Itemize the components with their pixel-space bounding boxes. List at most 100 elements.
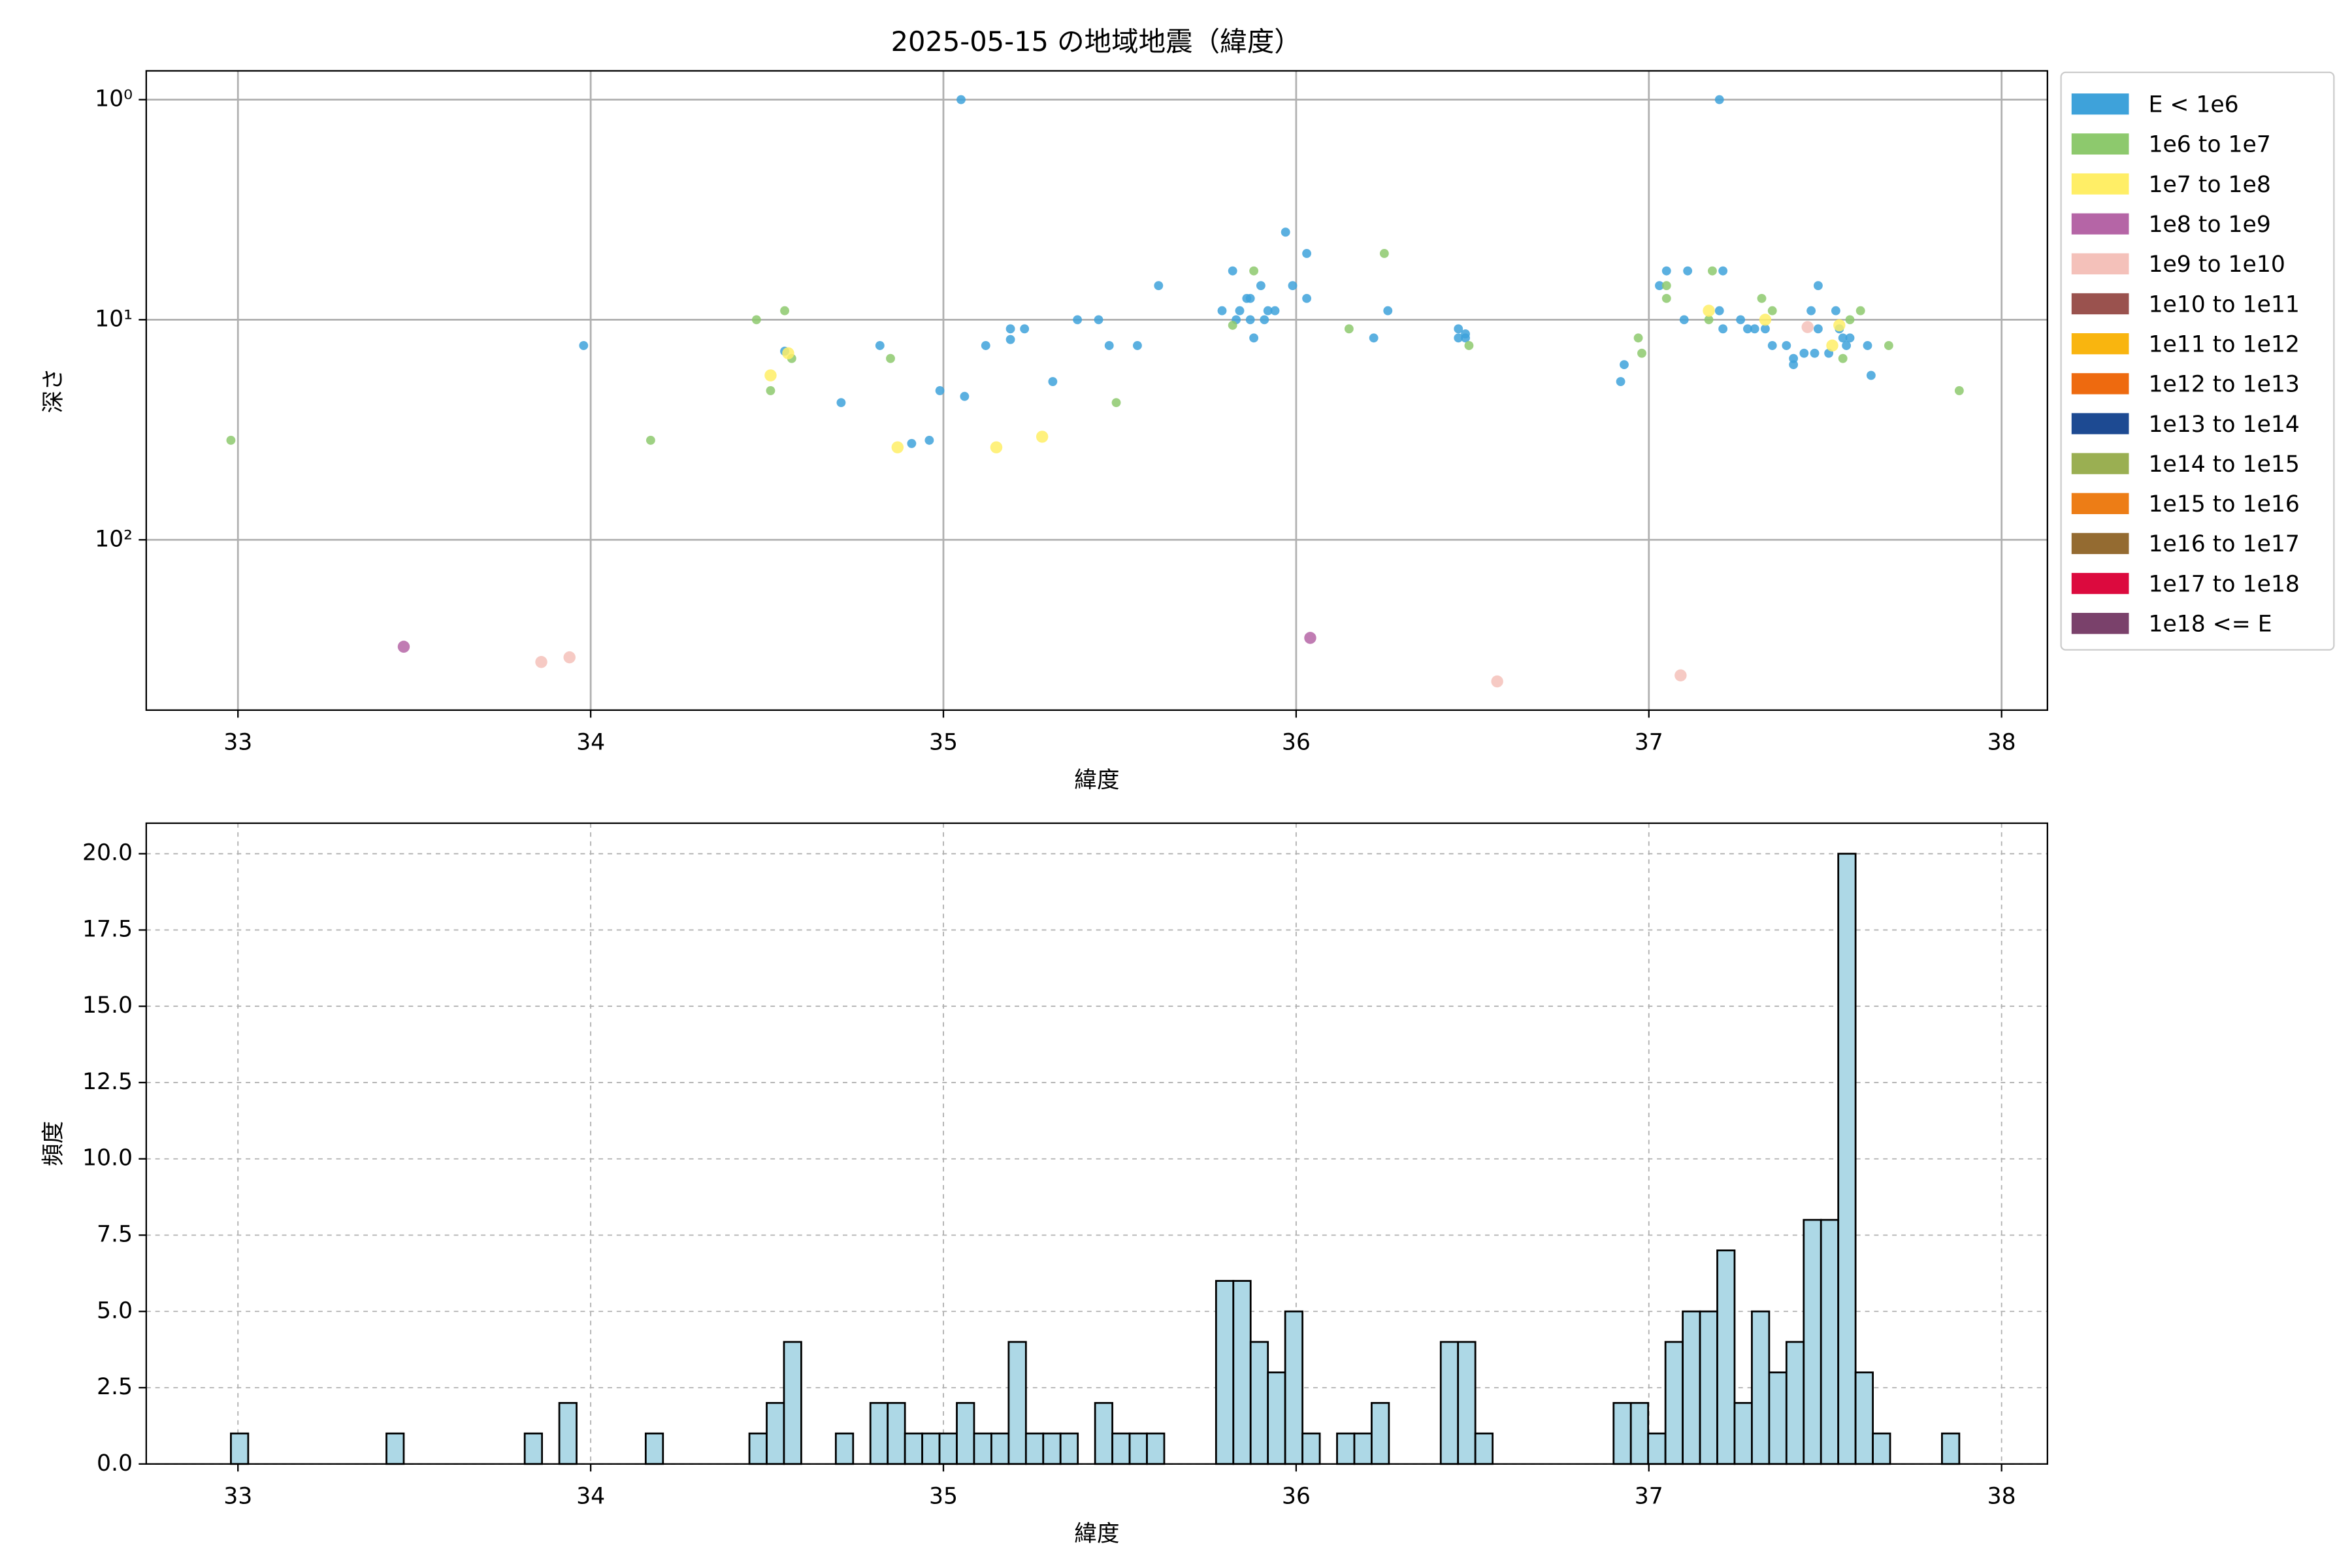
bar (1629, 1401, 1650, 1465)
legend-label: 1e15 to 1e16 (2148, 491, 2299, 517)
bar (1232, 1280, 1252, 1465)
legend-label: 1e9 to 1e10 (2148, 252, 2285, 278)
point (535, 656, 547, 668)
legend-label: 1e16 to 1e17 (2148, 531, 2299, 557)
legend-label: 1e14 to 1e15 (2148, 451, 2299, 478)
bar (1872, 1432, 1891, 1465)
point (1743, 324, 1752, 334)
point (1767, 306, 1777, 316)
point (1845, 315, 1855, 325)
bar (1094, 1401, 1113, 1465)
legend-label: 1e13 to 1e14 (2148, 412, 2299, 438)
point (1491, 675, 1503, 688)
point (1133, 340, 1142, 350)
y-tick-label: 5.0 (97, 1298, 133, 1324)
legend-swatch (2071, 333, 2129, 355)
point (907, 438, 917, 448)
bar (956, 1401, 975, 1465)
y-tick-label: 7.5 (97, 1221, 133, 1247)
point (1806, 306, 1816, 316)
point (1245, 293, 1255, 303)
bar (1785, 1341, 1805, 1465)
point (1782, 340, 1791, 350)
point (1661, 266, 1671, 276)
y-tick-label: 10¹ (95, 306, 133, 332)
bar (921, 1432, 941, 1465)
x-tick-label: 35 (929, 1484, 958, 1510)
legend-label: 1e17 to 1e18 (2148, 571, 2299, 597)
point (1842, 340, 1852, 350)
point (1249, 266, 1259, 276)
point (1703, 304, 1715, 317)
x-tick-label: 36 (1282, 730, 1311, 756)
point (981, 340, 990, 350)
point (1655, 281, 1664, 291)
point (1228, 320, 1237, 330)
point (1454, 333, 1463, 343)
bar (1699, 1310, 1718, 1465)
point (1838, 353, 1848, 363)
x-axis-label: 緯度 (1074, 1521, 1119, 1547)
bar (1042, 1432, 1062, 1465)
bar (1474, 1432, 1494, 1465)
point (1620, 360, 1629, 370)
point (891, 441, 904, 453)
y-tick-label: 2.5 (97, 1374, 133, 1400)
legend-swatch (2071, 613, 2129, 634)
legend-label: 1e10 to 1e11 (2148, 291, 2299, 318)
legend-swatch (2071, 173, 2129, 195)
bar (1439, 1341, 1460, 1465)
x-tick-label: 33 (223, 1484, 252, 1510)
point (1217, 306, 1227, 316)
bar (1267, 1371, 1286, 1465)
point (1073, 315, 1083, 325)
legend-label: 1e7 to 1e8 (2148, 172, 2270, 198)
bar (1284, 1310, 1303, 1465)
point (1757, 293, 1767, 303)
legend-swatch (2071, 133, 2129, 155)
bar (834, 1432, 855, 1465)
bar (1457, 1341, 1477, 1465)
bar (1854, 1371, 1874, 1465)
point (836, 398, 846, 408)
bar (1716, 1249, 1736, 1465)
point (1761, 324, 1770, 334)
point (1288, 281, 1298, 291)
point (1281, 227, 1290, 237)
point (1866, 370, 1876, 380)
x-tick-label: 38 (1987, 730, 2016, 756)
x-tick-label: 37 (1635, 730, 1663, 756)
point (1048, 377, 1058, 386)
point (1154, 281, 1164, 291)
point (397, 640, 410, 653)
point (1094, 315, 1103, 325)
point (1263, 306, 1273, 316)
bar (1007, 1341, 1027, 1465)
y-tick-label: 17.5 (82, 916, 133, 942)
bar (230, 1432, 250, 1465)
point (924, 435, 934, 445)
bar (1215, 1280, 1235, 1465)
point (579, 340, 589, 350)
point (780, 306, 789, 316)
bar (1820, 1218, 1840, 1465)
point (1245, 315, 1255, 325)
point (1249, 333, 1259, 343)
point (1304, 632, 1316, 644)
point (1801, 321, 1814, 333)
point (1750, 324, 1759, 334)
bar (1249, 1341, 1269, 1465)
point (886, 353, 895, 363)
legend-label: 1e8 to 1e9 (2148, 212, 2270, 238)
point (1759, 314, 1772, 326)
point (1831, 306, 1840, 316)
point (1704, 315, 1714, 325)
bar (1353, 1432, 1373, 1465)
point (1005, 335, 1015, 344)
bar (1682, 1310, 1701, 1465)
bar (1024, 1432, 1045, 1465)
bar (1146, 1432, 1166, 1465)
bar (1301, 1432, 1321, 1465)
point (1810, 348, 1820, 358)
point (1863, 340, 1872, 350)
